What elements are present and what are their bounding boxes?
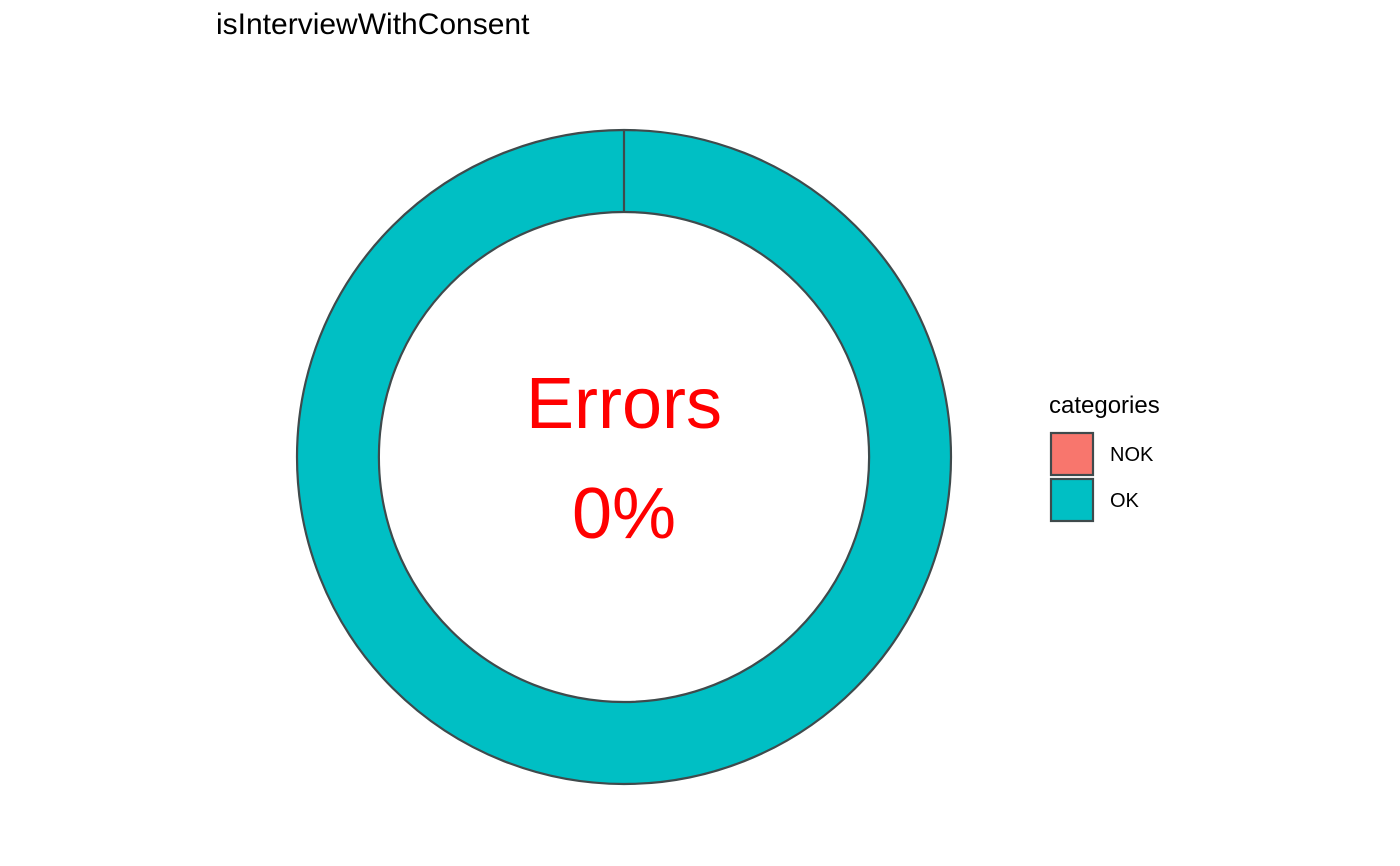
legend-key-nok xyxy=(1049,431,1095,477)
center-label-errors: Errors xyxy=(526,364,722,444)
chart-title: isInterviewWithConsent xyxy=(216,8,530,41)
legend-label-ok: OK xyxy=(1110,490,1140,512)
slice-ok xyxy=(295,128,953,786)
legend-title: categories xyxy=(1049,392,1160,419)
legend-key-ok xyxy=(1049,477,1095,523)
legend-label-nok: NOK xyxy=(1110,444,1154,466)
legend-items: NOK OK xyxy=(1049,431,1154,523)
center-label-percent: 0% xyxy=(572,474,676,554)
donut-slices xyxy=(295,128,953,786)
legend: categories NOK OK xyxy=(1049,392,1160,523)
